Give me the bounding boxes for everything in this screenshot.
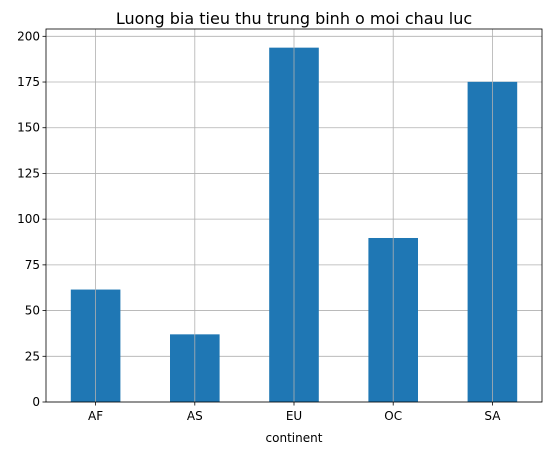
y-tick-label: 200 <box>17 29 40 43</box>
y-ticks: 0 25 50 75 100 125 150 175 200 <box>17 29 46 409</box>
bars <box>70 29 518 403</box>
x-axis-label: continent <box>266 431 323 445</box>
x-tick-label: EU <box>286 409 302 423</box>
x-tick-label: SA <box>484 409 501 423</box>
y-tick-label: 25 <box>25 349 40 363</box>
y-tick-label: 150 <box>17 121 40 135</box>
y-tick-label: 175 <box>17 75 40 89</box>
y-tick-label: 100 <box>17 212 40 226</box>
x-tick-label: AF <box>88 409 103 423</box>
x-tick-label: OC <box>384 409 402 423</box>
y-tick-label: 125 <box>17 166 40 180</box>
x-ticks: AF AS EU OC SA <box>88 402 501 423</box>
y-tick-label: 0 <box>32 395 40 409</box>
y-tick-label: 75 <box>25 258 40 272</box>
x-tick-label: AS <box>187 409 203 423</box>
chart-title: Luong bia tieu thu trung binh o moi chau… <box>116 9 472 28</box>
y-tick-label: 50 <box>25 304 40 318</box>
